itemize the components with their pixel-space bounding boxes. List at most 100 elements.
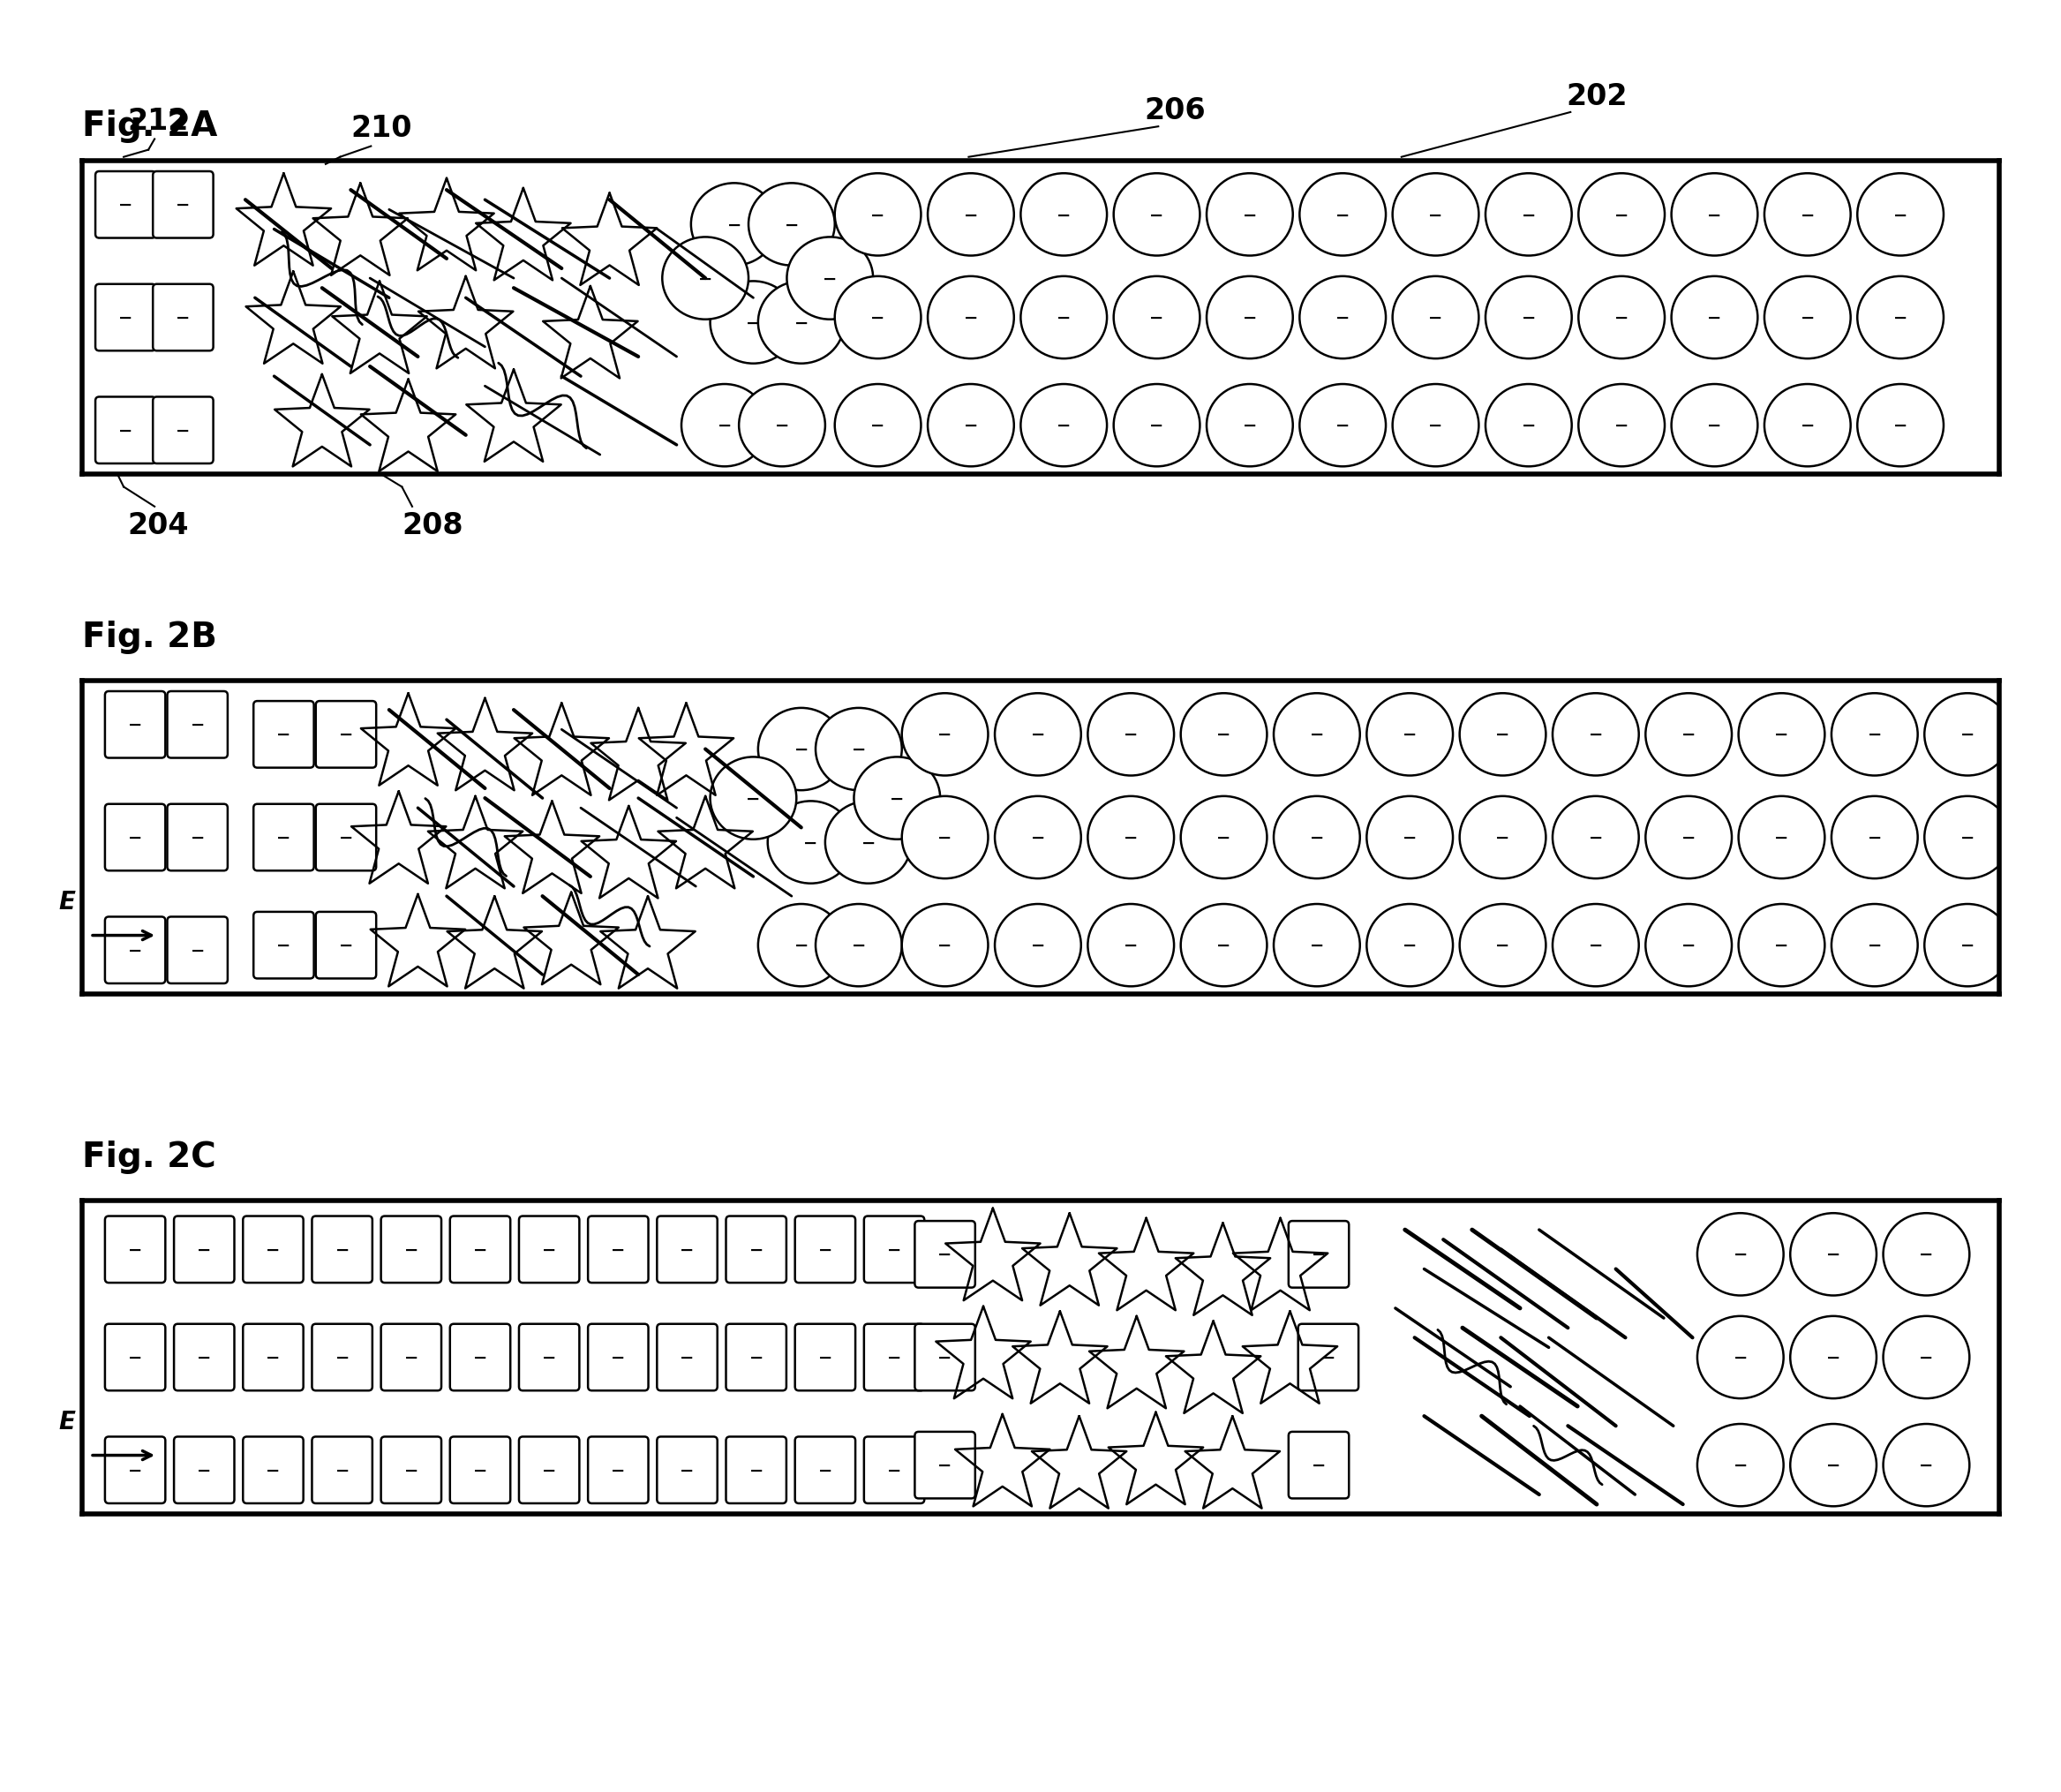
Text: −: − bbox=[472, 1349, 486, 1366]
Text: −: − bbox=[190, 717, 204, 733]
Text: −: − bbox=[938, 1457, 952, 1473]
Text: −: − bbox=[1894, 206, 1908, 224]
Text: −: − bbox=[1682, 726, 1696, 744]
Text: −: − bbox=[965, 310, 979, 326]
Text: −: − bbox=[1867, 830, 1882, 846]
Text: −: − bbox=[1428, 418, 1443, 434]
Ellipse shape bbox=[1181, 797, 1268, 878]
Ellipse shape bbox=[1274, 797, 1360, 878]
FancyBboxPatch shape bbox=[153, 172, 212, 238]
Text: −: − bbox=[1614, 206, 1628, 224]
Text: −: − bbox=[276, 830, 291, 846]
Text: −: − bbox=[198, 1349, 212, 1366]
Ellipse shape bbox=[1300, 278, 1385, 358]
Text: −: − bbox=[851, 937, 866, 953]
Text: −: − bbox=[128, 717, 142, 733]
Text: −: − bbox=[680, 1462, 695, 1478]
Ellipse shape bbox=[853, 758, 940, 840]
Text: 204: 204 bbox=[128, 511, 190, 539]
Ellipse shape bbox=[1393, 278, 1480, 358]
FancyBboxPatch shape bbox=[1288, 1220, 1348, 1288]
Ellipse shape bbox=[1579, 385, 1665, 468]
FancyBboxPatch shape bbox=[105, 1217, 165, 1283]
Text: −: − bbox=[404, 1242, 418, 1258]
Ellipse shape bbox=[1857, 385, 1944, 468]
Text: −: − bbox=[1919, 1457, 1933, 1473]
Text: −: − bbox=[1057, 206, 1072, 224]
Text: −: − bbox=[1826, 1349, 1840, 1366]
Text: −: − bbox=[965, 206, 979, 224]
Text: −: − bbox=[1150, 310, 1164, 326]
Text: −: − bbox=[610, 1349, 624, 1366]
Ellipse shape bbox=[690, 185, 777, 267]
Text: −: − bbox=[1496, 726, 1511, 744]
Text: −: − bbox=[610, 1462, 624, 1478]
Ellipse shape bbox=[816, 905, 903, 987]
Text: −: − bbox=[190, 943, 204, 959]
FancyBboxPatch shape bbox=[915, 1220, 975, 1288]
Text: −: − bbox=[1707, 418, 1721, 434]
Text: −: − bbox=[965, 418, 979, 434]
Text: −: − bbox=[1919, 1349, 1933, 1366]
FancyBboxPatch shape bbox=[587, 1217, 649, 1283]
Text: −: − bbox=[276, 726, 291, 744]
Text: −: − bbox=[1150, 206, 1164, 224]
Text: Fig. 2B: Fig. 2B bbox=[82, 620, 216, 654]
FancyBboxPatch shape bbox=[864, 1217, 925, 1283]
Ellipse shape bbox=[1884, 1425, 1970, 1507]
FancyBboxPatch shape bbox=[105, 1324, 165, 1391]
Ellipse shape bbox=[1020, 278, 1107, 358]
Text: −: − bbox=[1733, 1245, 1748, 1263]
Text: −: − bbox=[748, 1349, 763, 1366]
Ellipse shape bbox=[835, 174, 921, 256]
Text: −: − bbox=[1960, 726, 1974, 744]
Ellipse shape bbox=[682, 385, 767, 468]
Text: −: − bbox=[1894, 418, 1908, 434]
Ellipse shape bbox=[748, 185, 835, 267]
Text: −: − bbox=[266, 1242, 280, 1258]
Ellipse shape bbox=[995, 797, 1082, 878]
Text: −: − bbox=[1919, 1245, 1933, 1263]
Text: −: − bbox=[793, 937, 808, 953]
Ellipse shape bbox=[927, 385, 1014, 468]
Text: −: − bbox=[1960, 830, 1974, 846]
Ellipse shape bbox=[758, 905, 845, 987]
FancyBboxPatch shape bbox=[519, 1217, 579, 1283]
Text: −: − bbox=[117, 310, 132, 326]
Ellipse shape bbox=[1925, 797, 2012, 878]
Text: −: − bbox=[804, 835, 818, 851]
Text: −: − bbox=[1123, 830, 1138, 846]
FancyBboxPatch shape bbox=[587, 1437, 649, 1503]
FancyBboxPatch shape bbox=[311, 1437, 373, 1503]
FancyBboxPatch shape bbox=[381, 1324, 441, 1391]
Text: −: − bbox=[1775, 830, 1789, 846]
Text: −: − bbox=[1123, 937, 1138, 953]
Ellipse shape bbox=[1088, 797, 1175, 878]
Text: −: − bbox=[266, 1349, 280, 1366]
FancyBboxPatch shape bbox=[519, 1324, 579, 1391]
Text: 212: 212 bbox=[128, 108, 190, 136]
Text: −: − bbox=[699, 271, 713, 287]
FancyBboxPatch shape bbox=[725, 1324, 787, 1391]
Ellipse shape bbox=[1791, 1213, 1876, 1296]
Text: −: − bbox=[1243, 418, 1257, 434]
Ellipse shape bbox=[1764, 278, 1851, 358]
Text: −: − bbox=[1614, 418, 1628, 434]
Ellipse shape bbox=[1764, 385, 1851, 468]
FancyBboxPatch shape bbox=[915, 1432, 975, 1498]
Ellipse shape bbox=[1459, 905, 1546, 987]
Ellipse shape bbox=[1645, 694, 1731, 776]
Text: −: − bbox=[728, 217, 742, 233]
FancyBboxPatch shape bbox=[95, 398, 157, 464]
Text: −: − bbox=[886, 1349, 901, 1366]
Text: −: − bbox=[542, 1349, 556, 1366]
Ellipse shape bbox=[758, 708, 845, 790]
Text: −: − bbox=[1123, 726, 1138, 744]
Ellipse shape bbox=[711, 281, 796, 364]
Ellipse shape bbox=[927, 278, 1014, 358]
Ellipse shape bbox=[903, 905, 987, 987]
Text: −: − bbox=[1775, 726, 1789, 744]
Ellipse shape bbox=[1552, 797, 1638, 878]
Text: −: − bbox=[175, 310, 190, 326]
Text: Fig. 2A: Fig. 2A bbox=[82, 109, 218, 143]
